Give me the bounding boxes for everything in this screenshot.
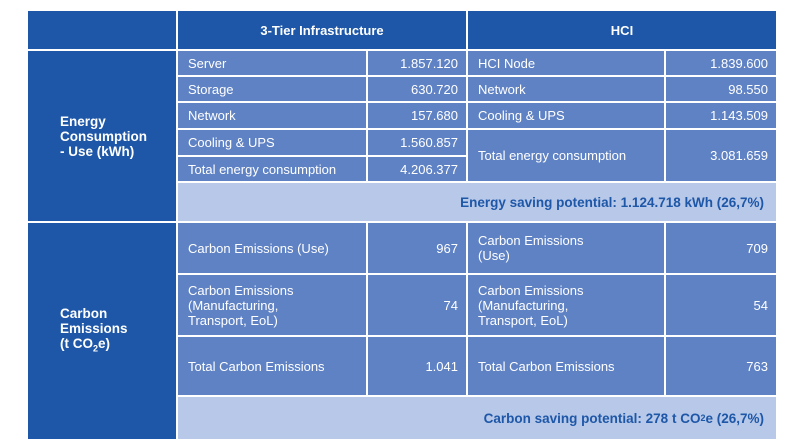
energy-3tier-total-value: 4.206.377 (368, 157, 466, 181)
carbon-3tier-label: Carbon Emissions (Use) (178, 223, 366, 273)
energy-saving-summary: Energy saving potential: 1.124.718 kWh (… (178, 183, 776, 221)
energy-hci-label: HCI Node (468, 51, 664, 75)
energy-3tier-value: 157.680 (368, 103, 466, 128)
energy-3tier-total-label: Total energy consumption (178, 157, 366, 181)
carbon-3tier-value: 74 (368, 275, 466, 335)
energy-hci-label: Cooling & UPS (468, 103, 664, 128)
carbon-3tier-total-label: Total Carbon Emissions (178, 337, 366, 395)
energy-hci-value: 1.143.509 (666, 103, 776, 128)
energy-hci-value: 1.839.600 (666, 51, 776, 75)
energy-3tier-value: 1.857.120 (368, 51, 466, 75)
header-3tier: 3-Tier Infrastructure (178, 11, 466, 49)
carbon-3tier-total-value: 1.041 (368, 337, 466, 395)
energy-hci-label: Network (468, 77, 664, 101)
carbon-hci-value: 54 (666, 275, 776, 335)
carbon-saving-summary: Carbon saving potential: 278 t CO 2 e (26,… (178, 397, 776, 439)
carbon-3tier-label: Carbon Emissions (Manufacturing, Transpo… (178, 275, 366, 335)
carbon-3tier-value: 967 (368, 223, 466, 273)
row-header-carbon-line2: Emissions (60, 320, 128, 336)
carbon-hci-label: Carbon Emissions (Use) (468, 223, 664, 273)
carbon-hci-label: Carbon Emissions (Manufacturing, Transpo… (468, 275, 664, 335)
energy-3tier-value: 630.720 (368, 77, 466, 101)
energy-3tier-label: Cooling & UPS (178, 130, 366, 155)
row-header-carbon: Carbon Emissions (t CO2e) (28, 223, 176, 439)
energy-3tier-label: Server (178, 51, 366, 75)
energy-3tier-label: Network (178, 103, 366, 128)
carbon-hci-total-label: Total Carbon Emissions (468, 337, 664, 395)
carbon-hci-value: 709 (666, 223, 776, 273)
corner-cell (28, 11, 176, 49)
energy-3tier-label: Storage (178, 77, 366, 101)
row-header-energy: Energy Consumption - Use (kWh) (28, 51, 176, 221)
header-hci: HCI (468, 11, 776, 49)
carbon-hci-total-value: 763 (666, 337, 776, 395)
row-header-carbon-line1: Carbon (60, 305, 108, 321)
comparison-table: 3-Tier Infrastructure HCI Energy Consump… (28, 11, 776, 439)
energy-hci-total-label: Total energy consumption (468, 130, 664, 181)
row-header-carbon-unit: (t CO2e) (60, 335, 111, 354)
energy-3tier-value: 1.560.857 (368, 130, 466, 155)
energy-hci-value: 98.550 (666, 77, 776, 101)
energy-hci-total-value: 3.081.659 (666, 130, 776, 181)
